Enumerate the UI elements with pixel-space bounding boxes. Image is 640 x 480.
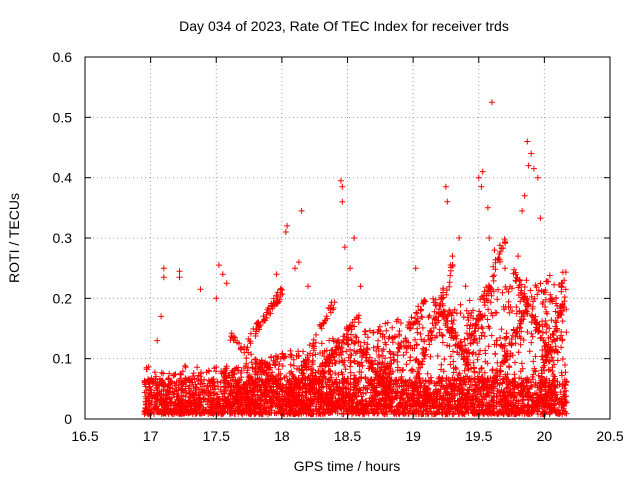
x-tick-label: 17.5 [203,428,230,444]
y-tick-label: 0.2 [53,290,73,306]
plus-markers [141,99,570,418]
y-tick-label: 0.4 [53,170,73,186]
x-tick-label: 16.5 [71,428,98,444]
data-points [141,99,570,418]
y-tick-label: 0.6 [53,49,73,65]
x-tick-label: 18 [274,428,290,444]
y-tick-label: 0.1 [53,351,73,367]
y-axis-title: ROTI / TECUs [6,193,22,283]
grid-lines [85,57,610,419]
x-axis-title: GPS time / hours [294,458,401,474]
x-tick-label: 17 [143,428,159,444]
y-tick-label: 0 [64,411,72,427]
x-tick-label: 20 [537,428,553,444]
y-axis: 0 0.1 0.2 0.3 0.4 0.5 0.6 [53,49,610,427]
x-tick-label: 20.5 [596,428,623,444]
y-tick-label: 0.3 [53,230,73,246]
x-axis: 16.5 17 17.5 18 18.5 19 19.5 20 20.5 [71,57,624,444]
x-tick-label: 18.5 [334,428,361,444]
y-tick-label: 0.5 [53,109,73,125]
x-tick-label: 19.5 [465,428,492,444]
chart-title: Day 034 of 2023, Rate Of TEC Index for r… [179,18,509,34]
x-tick-label: 19 [405,428,421,444]
